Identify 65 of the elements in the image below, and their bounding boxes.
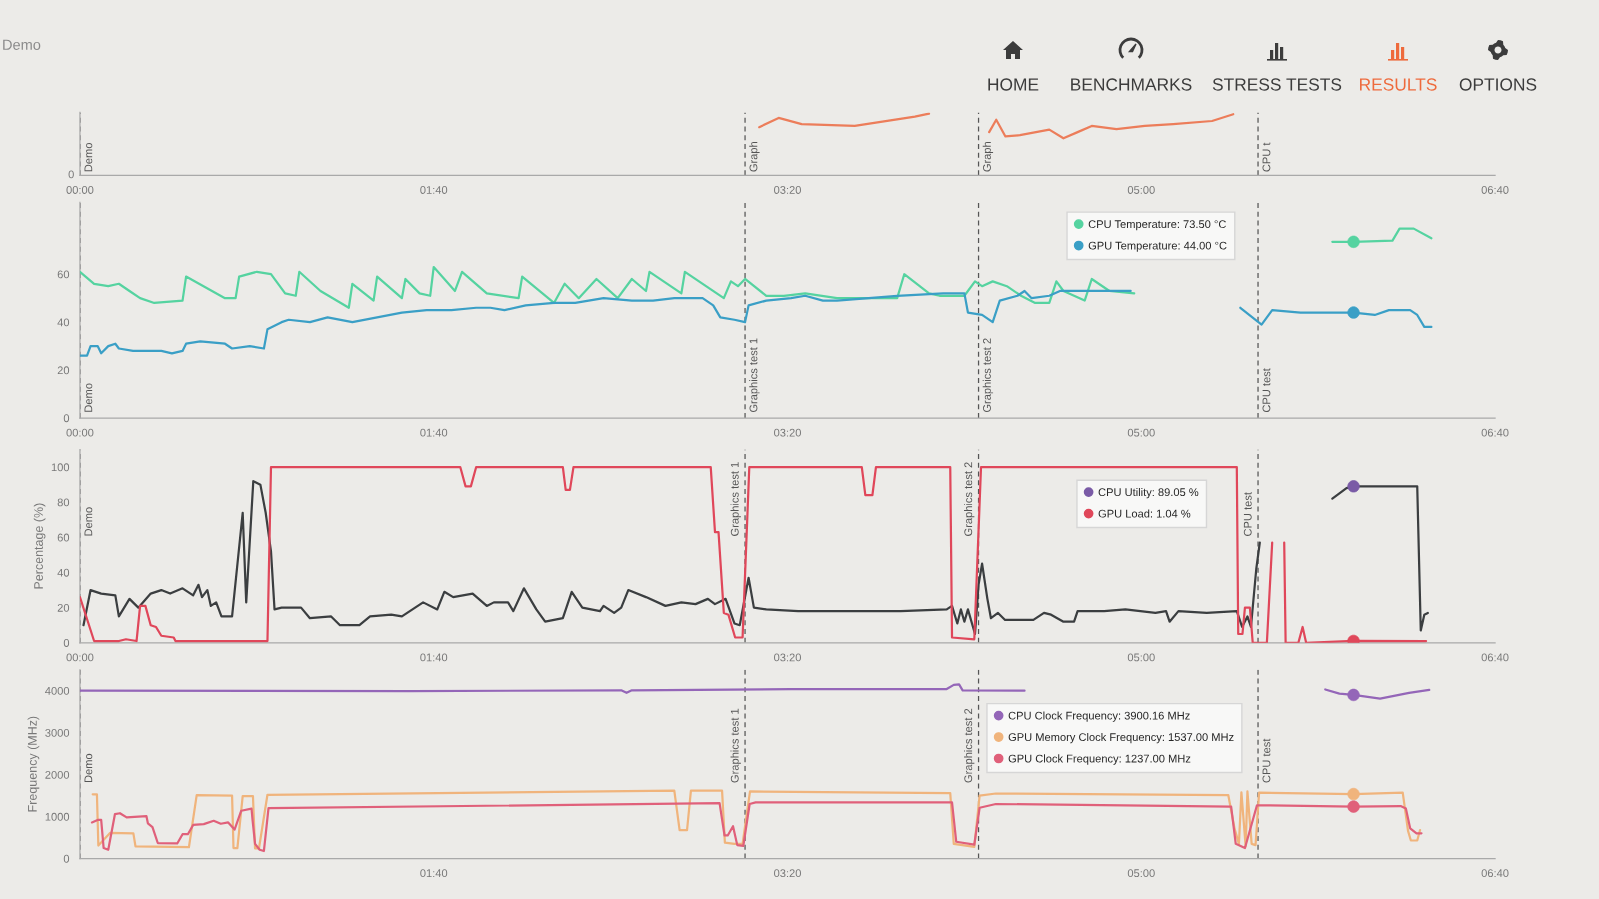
x-tick-label: 06:40 xyxy=(1481,869,1509,878)
text: HOME xyxy=(988,78,1039,91)
legend-label: GPU Temperature: 44.00 °C xyxy=(1088,241,1227,252)
text: OPTIONS xyxy=(1459,78,1537,91)
text: STRESS TESTS xyxy=(1212,78,1342,91)
y-axis-title: Percentage (%) xyxy=(33,503,46,589)
x-tick-label: 06:40 xyxy=(1481,428,1509,437)
legend-label: GPU Load: 1.04 % xyxy=(1098,509,1191,518)
x-tick-label: 05:00 xyxy=(1127,428,1155,437)
ref-line-label: CPU test xyxy=(1262,738,1271,783)
x-tick-label: 03:20 xyxy=(774,428,801,437)
x-tick-label: 01:40 xyxy=(420,428,448,437)
y-tick-label: 80 xyxy=(57,498,70,507)
ref-line-label: Demo xyxy=(84,383,93,412)
legend-label: GPU Clock Frequency: 1237.00 MHz xyxy=(1008,754,1191,765)
x-tick-label: 00:00 xyxy=(66,428,94,437)
y-tick-label: 60 xyxy=(57,270,70,279)
y-tick-label: 20 xyxy=(57,603,70,612)
x-tick-label: 03:20 xyxy=(774,186,801,194)
ref-line-label: Graphics test 1 xyxy=(730,708,741,783)
x-tick-label: 06:40 xyxy=(1481,186,1509,194)
y-tick-label: 40 xyxy=(57,568,70,577)
x-tick-label: 00:00 xyxy=(66,653,94,662)
x-tick-label: 03:20 xyxy=(774,869,801,878)
y-tick-label: 0 xyxy=(63,639,70,647)
x-tick-label: 05:00 xyxy=(1127,869,1155,878)
x-tick-label: 05:00 xyxy=(1127,186,1155,194)
y-tick-label: 3000 xyxy=(45,728,70,737)
ref-line-label: Graph xyxy=(982,142,994,172)
ref-line-label: Demo xyxy=(84,753,93,783)
x-tick-label: 05:00 xyxy=(1127,653,1155,662)
ref-line-label: Graphics test 1 xyxy=(749,338,760,413)
ref-line-label: Graphics test 1 xyxy=(730,462,741,536)
text: Demo xyxy=(3,39,41,50)
y-tick-label: 20 xyxy=(57,366,70,375)
legend-label: CPU Utility: 89.05 % xyxy=(1098,487,1199,499)
y-tick-label: 4000 xyxy=(45,687,70,695)
text: RESULTS xyxy=(1360,78,1437,91)
ref-line-label: Graphics test 2 xyxy=(964,708,975,783)
legend-label: CPU Clock Frequency: 3900.16 MHz xyxy=(1008,711,1190,722)
x-tick-label: 03:20 xyxy=(774,653,801,662)
x-tick-label: 06:40 xyxy=(1481,653,1509,662)
ref-line-label: Demo xyxy=(84,507,93,536)
text: BENCHMARKS xyxy=(1071,78,1192,91)
ref-line-label: CPU test xyxy=(1262,368,1271,413)
y-tick-label: 100 xyxy=(51,463,70,472)
y-axis-title: Frequency (MHz) xyxy=(27,716,40,812)
ref-line-label: CPU test xyxy=(1243,492,1252,536)
y-tick-label: 2000 xyxy=(45,770,70,779)
y-tick-label: 40 xyxy=(57,318,70,327)
x-tick-label: 00:00 xyxy=(66,186,94,194)
ref-line-label: Graph xyxy=(749,142,760,172)
ref-line-label: CPU t xyxy=(1262,142,1271,172)
x-tick-label: 01:40 xyxy=(420,869,448,878)
ref-line-label: Demo xyxy=(84,142,93,172)
legend-label: CPU Temperature: 73.50 °C xyxy=(1088,220,1226,231)
x-tick-label: 01:40 xyxy=(420,186,448,194)
x-tick-label: 01:40 xyxy=(420,653,448,662)
y-tick-label: 60 xyxy=(57,533,70,542)
ref-line-label: Graphics test 2 xyxy=(982,338,994,413)
ref-line-label: Graphics test 2 xyxy=(964,462,975,536)
legend-label: GPU Memory Clock Frequency: 1537.00 MHz xyxy=(1008,732,1234,744)
y-tick-label: 0 xyxy=(63,854,70,863)
y-tick-label: 1000 xyxy=(45,812,70,821)
y-tick-label: 0 xyxy=(63,414,70,423)
